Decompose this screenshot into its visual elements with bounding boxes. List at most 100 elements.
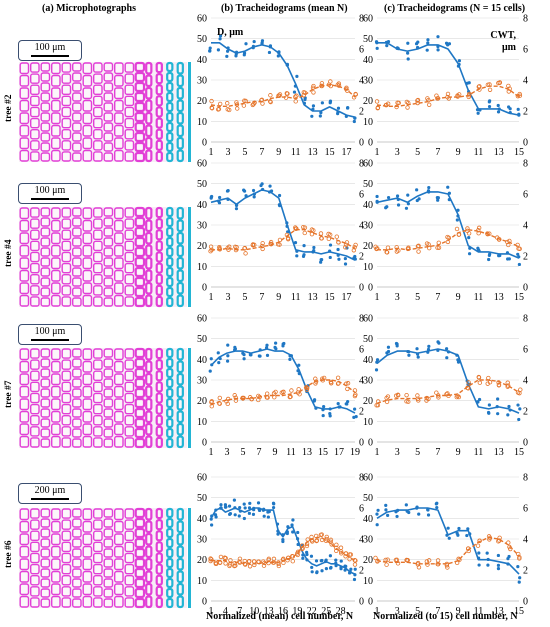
y2-tick-label: 2 (359, 407, 364, 418)
wall-point (496, 383, 502, 388)
diameter-point (218, 195, 222, 200)
diameter-point (291, 518, 295, 522)
y2-tick-label: 2 (359, 252, 364, 263)
diameter-point (346, 105, 350, 110)
diameter-point (281, 344, 285, 348)
wall-point (345, 381, 351, 386)
diameter-point (310, 565, 314, 570)
y-axis-unit-label: D, μm (217, 27, 244, 38)
y-tick-label: 60 (197, 473, 207, 484)
wall-point (445, 391, 450, 396)
wall-point (314, 538, 319, 544)
diameter-point (496, 567, 501, 571)
diameter-point (436, 48, 440, 52)
y-tick-label: 0 (368, 597, 373, 608)
diameter-point (247, 506, 252, 510)
diameter-point (285, 531, 289, 536)
diameter-point (210, 523, 214, 527)
y2-tick-label: 4 (523, 376, 528, 387)
diameter-point (456, 360, 461, 364)
y-tick-label: 60 (197, 159, 207, 170)
wall-point (311, 228, 316, 233)
wall-point (277, 92, 283, 97)
x-tick-label: 9 (273, 447, 278, 458)
y-tick-label: 0 (368, 138, 373, 149)
y2-tick-label: 6 (523, 345, 528, 356)
x-tick-label: 3 (225, 447, 230, 458)
diameter-point (281, 537, 285, 542)
y2-tick-label: 6 (523, 190, 528, 201)
x-tick-label: 4 (223, 606, 228, 617)
y2-tick-label: 4 (359, 221, 364, 232)
wall-point (250, 242, 256, 247)
micro-panel-tree-2: 100 μm tree #2 (4, 40, 191, 162)
wall-point (224, 399, 229, 404)
diameter-point (242, 53, 246, 57)
x-tick-label: 5 (242, 292, 247, 303)
diameter-point (415, 188, 419, 192)
x-tick-label: 3 (225, 292, 230, 303)
wall-point (435, 558, 441, 563)
diameter-point (384, 508, 388, 512)
wall-point (311, 90, 316, 95)
diameter-point (311, 104, 316, 108)
wall-point (272, 395, 277, 400)
wall-point (216, 107, 221, 112)
diameter-point (247, 511, 251, 515)
wall-point (225, 401, 230, 407)
y-tick-label: 30 (363, 221, 373, 232)
diameter-point (208, 369, 212, 373)
y-tick-label: 50 (363, 493, 373, 504)
wall-point (334, 542, 339, 548)
diameter-line (210, 348, 356, 414)
wall-point (226, 247, 231, 252)
y-tick-label: 20 (363, 96, 373, 107)
wall-point (295, 551, 300, 556)
y2-tick-label: 8 (359, 14, 364, 25)
diameter-point (302, 244, 306, 248)
y-tick-label: 40 (197, 55, 207, 66)
x-tick-label: 19 (292, 606, 302, 617)
x-tick-label: 28 (336, 606, 346, 617)
diameter-line (376, 348, 520, 414)
diameter-point (301, 254, 306, 258)
x-tick-label: 10 (249, 606, 259, 617)
x-tick-label: 17 (342, 147, 352, 158)
x-tick-label: 1 (209, 147, 214, 158)
wall-point (454, 226, 460, 232)
diameter-point (487, 411, 491, 415)
wall-point (394, 104, 399, 110)
y-tick-label: 20 (197, 555, 207, 566)
diameter-point (291, 530, 295, 534)
x-tick-label: 7 (259, 147, 264, 158)
y-tick-label: 10 (363, 417, 373, 428)
diameter-point (266, 515, 270, 519)
diameter-point (516, 565, 520, 569)
diameter-point (375, 46, 379, 50)
wall-point (277, 242, 282, 247)
diameter-point (426, 513, 431, 517)
diameter-point (487, 104, 492, 109)
wall-point (285, 236, 291, 242)
y2-tick-label: 4 (359, 376, 364, 387)
diameter-point (375, 523, 379, 527)
diameter-point (319, 260, 323, 264)
y-tick-label: 50 (363, 34, 373, 45)
x-tick-label: 5 (415, 147, 420, 158)
cell-pattern (19, 347, 187, 449)
wall-point (336, 81, 342, 86)
diameter-point (406, 41, 410, 45)
diameter-point (265, 353, 270, 357)
diameter-point (516, 107, 520, 111)
diameter-point (486, 563, 490, 567)
y-tick-label: 20 (197, 96, 207, 107)
wall-point (235, 106, 240, 111)
x-tick-label: 7 (259, 292, 264, 303)
wall-point (396, 100, 401, 106)
x-axis-label-15: Normalized (to 15) cell number, N (373, 611, 518, 622)
wall-point (353, 242, 358, 248)
diameter-point (426, 41, 430, 45)
wall-point (338, 545, 344, 550)
diameter-point (407, 353, 411, 357)
y-tick-label: 0 (202, 138, 207, 149)
